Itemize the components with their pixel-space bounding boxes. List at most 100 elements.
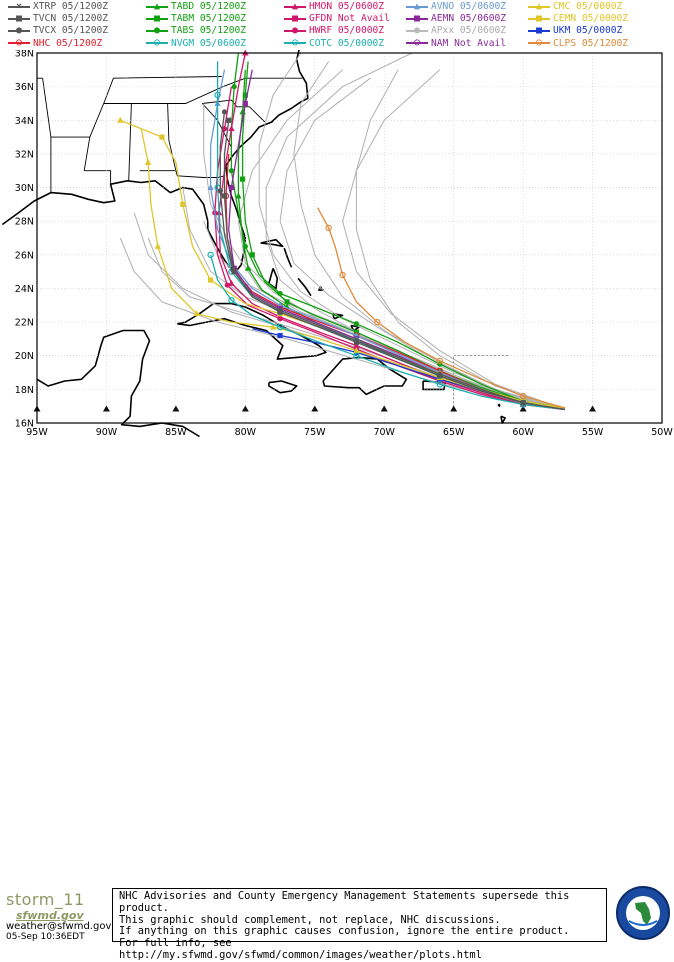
model-track-cotc xyxy=(207,251,565,411)
model-track-cmc xyxy=(117,116,565,409)
track-marker xyxy=(217,188,223,194)
disclaimer-box: NHC Advisories and County Emergency Mana… xyxy=(112,888,607,961)
legend-entry: ■ TABM 05/1200Z xyxy=(146,13,246,24)
track-marker xyxy=(353,352,360,359)
disclaimer-url-line[interactable]: For full info, see http://my.sfwmd.gov/s… xyxy=(119,937,482,961)
legend-entry: ○ NAM Not Avail xyxy=(406,38,506,49)
track-marker xyxy=(239,176,246,182)
legend-entry: ○ CLPS 05/1200Z xyxy=(528,38,628,49)
model-legend: × XTRP 05/1200Z ▲ TABD 05/1200Z ▲ HMON 05/060… xyxy=(0,0,674,52)
lat-label: 22N xyxy=(15,318,34,329)
ensemble-track xyxy=(203,221,565,410)
legend-label: AVNO 05/0600Z xyxy=(431,1,507,12)
model-track-xtrp xyxy=(33,405,597,412)
track-marker xyxy=(154,242,162,249)
track-marker xyxy=(353,342,360,349)
legend-label: CEMN 05/0000Z xyxy=(553,13,629,25)
legend-marker-icon: ■ xyxy=(528,25,550,36)
track-marker xyxy=(226,117,232,123)
legend-entry: ○ COTC 05/0000Z xyxy=(284,38,384,49)
track-marker xyxy=(235,192,242,199)
coastline xyxy=(497,403,501,408)
logo-email[interactable]: weather@sfwmd.gov xyxy=(6,921,112,932)
track-marker xyxy=(277,307,283,313)
state-borders xyxy=(37,76,303,193)
lat-label: 38N xyxy=(15,50,34,60)
track-marker xyxy=(221,109,228,115)
legend-entry: ■ CEMN 05/0000Z xyxy=(528,13,628,24)
track-marker xyxy=(353,337,360,344)
ensemble-track xyxy=(265,52,565,410)
legend-entry: ○ NVGM 05/0600Z xyxy=(146,38,246,49)
legend-marker-icon: ■ xyxy=(528,13,550,24)
track-marker xyxy=(159,134,165,140)
legend-label: HWRF 05/0000Z xyxy=(309,25,385,37)
legend-marker-icon: ○ xyxy=(284,38,306,48)
track-marker xyxy=(208,277,214,283)
coastline xyxy=(1,50,309,271)
legend-label: TVCN 05/1200Z xyxy=(33,13,109,25)
ensemble-track xyxy=(293,61,565,410)
legend-marker-icon: ● xyxy=(146,25,168,36)
model-track-tvcn xyxy=(221,117,565,411)
track-marker xyxy=(277,332,283,339)
legend-marker-icon: ▲ xyxy=(406,1,428,12)
state-border xyxy=(103,76,222,104)
legend-marker-icon: ■ xyxy=(284,13,306,24)
lon-label: 75W xyxy=(304,427,326,438)
track-marker xyxy=(228,125,235,132)
legend-label: NHC 05/1200Z xyxy=(33,37,103,49)
track-line xyxy=(219,111,565,411)
model-track-clps xyxy=(317,207,565,409)
lon-label: 90W xyxy=(96,427,118,438)
track-line xyxy=(209,254,565,411)
coastline xyxy=(350,324,361,332)
legend-marker-icon: ○ xyxy=(8,38,30,48)
track-marker xyxy=(228,184,235,191)
track-marker xyxy=(180,201,186,207)
track-marker xyxy=(277,316,283,322)
legend-entry: ■ GFDN Not Avail xyxy=(284,13,390,24)
storm-logo: storm_11 sfwmd.gov weather@sfwmd.gov 05-… xyxy=(6,890,112,942)
legend-label: CMC 05/0000Z xyxy=(553,1,623,12)
legend-marker-icon: ▲ xyxy=(284,1,306,12)
legend-label: HMON 05/0600Z xyxy=(309,1,385,12)
state-border xyxy=(83,103,105,171)
disclaimer-line: NHC Advisories and County Emergency Mana… xyxy=(119,890,570,914)
track-marker xyxy=(249,252,255,258)
lat-label: 34N xyxy=(15,116,34,127)
lat-label: 16N xyxy=(15,419,34,430)
legend-entry: ● TVCX 05/1200Z xyxy=(8,25,108,36)
track-marker xyxy=(284,299,290,305)
track-marker xyxy=(276,323,284,331)
ensemble-track xyxy=(342,69,565,410)
track-marker xyxy=(353,347,360,354)
coastline xyxy=(36,329,200,438)
legend-marker-icon: ■ xyxy=(406,13,428,24)
track-marker xyxy=(230,267,236,273)
lon-label: 70W xyxy=(373,427,395,438)
coastline xyxy=(260,238,284,248)
lon-label: 95W xyxy=(26,427,48,438)
coastline xyxy=(268,267,279,290)
track-line xyxy=(140,128,565,409)
land-outlines xyxy=(1,50,506,438)
legend-label: NVGM 05/0600Z xyxy=(171,37,247,49)
legend-entry: ■ TVCN 05/1200Z xyxy=(8,13,108,24)
legend-label: TABS 05/1200Z xyxy=(171,25,247,37)
legend-label: TABD 05/1200Z xyxy=(171,1,247,12)
coastline xyxy=(500,415,506,424)
track-marker xyxy=(437,371,443,377)
forecast-track-map: 16N 18N 20N 22N 24N 26N 28N 30N 32N 34N 36N 38N 95W 9… xyxy=(1,50,673,438)
state-border xyxy=(128,103,132,181)
track-marker xyxy=(207,184,214,191)
state-border xyxy=(42,78,52,193)
lon-label: 60W xyxy=(512,427,534,438)
track-marker xyxy=(589,405,597,412)
track-marker xyxy=(450,405,458,412)
state-border xyxy=(202,99,266,123)
legend-marker-icon: ▲ xyxy=(528,1,550,12)
state-border xyxy=(167,103,177,171)
track-line xyxy=(317,207,565,409)
lat-label: 26N xyxy=(15,250,34,261)
